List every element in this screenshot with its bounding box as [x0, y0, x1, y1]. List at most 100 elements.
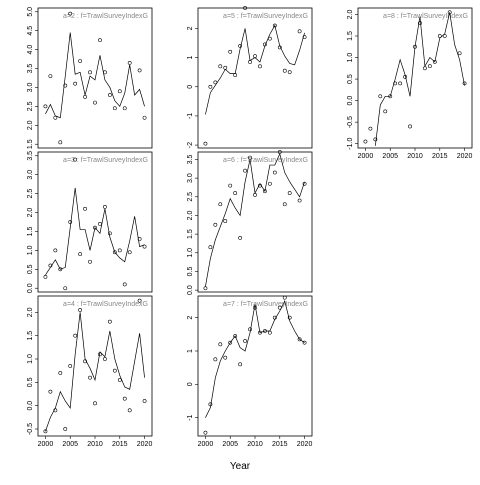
y-tick-label: 0.0	[347, 96, 354, 106]
x-tick-label: 2020	[297, 441, 313, 448]
y-tick-label: -1	[187, 113, 194, 119]
y-tick-label: 2.5	[27, 189, 34, 199]
panel-title: a=8 : f=TrawlSurveyIndexG	[383, 13, 468, 20]
y-tick-label: 3.5	[27, 64, 34, 74]
observed-point	[363, 139, 368, 144]
observed-point	[457, 51, 462, 56]
observed-point	[93, 401, 97, 406]
fitted-line	[205, 152, 305, 287]
x-tick-label: 2015	[432, 153, 448, 160]
y-tick-label: 2.0	[187, 210, 194, 220]
y-tick-label: 1.5	[27, 331, 34, 341]
observed-point	[127, 408, 132, 413]
observed-point	[137, 68, 142, 73]
y-tick-label: 2.5	[187, 192, 194, 202]
y-tick-label: 0.5	[347, 74, 354, 84]
observed-point	[78, 308, 83, 312]
y-tick-label: 3.0	[187, 173, 194, 183]
fitted-line	[45, 32, 145, 119]
observed-point	[203, 286, 208, 291]
observed-point	[418, 21, 422, 25]
y-tick-label: 1.0	[187, 248, 194, 258]
observed-point	[398, 81, 403, 86]
observed-point	[58, 140, 63, 145]
observed-point	[238, 362, 243, 367]
observed-point	[63, 286, 68, 291]
observed-point	[112, 368, 117, 373]
observed-point	[103, 204, 107, 209]
observed-point	[122, 106, 127, 111]
observed-point	[272, 23, 277, 28]
observed-point	[442, 34, 447, 38]
observed-point	[203, 141, 208, 146]
y-tick-label: 3.5	[187, 154, 194, 164]
observed-point	[287, 70, 292, 75]
observed-point	[243, 168, 247, 173]
y-tick-label: 1	[187, 56, 194, 60]
observed-point	[287, 315, 292, 320]
fitted-line	[45, 312, 145, 432]
observed-point	[48, 74, 53, 79]
observed-point	[73, 157, 78, 162]
observed-point	[137, 298, 142, 303]
observed-point	[228, 49, 233, 54]
fitted-line	[375, 12, 465, 146]
y-tick-label: 3.5	[27, 151, 34, 161]
observed-point	[122, 282, 127, 287]
fitted-line	[205, 24, 305, 115]
y-tick-label: -1	[187, 414, 194, 420]
y-tick-label: 1.5	[27, 139, 34, 149]
fitted-line	[45, 187, 145, 276]
observed-point	[437, 34, 442, 38]
x-tick-label: 2010	[87, 441, 103, 448]
observed-point	[43, 429, 48, 434]
observed-point	[48, 389, 53, 394]
observed-point	[83, 95, 87, 99]
observed-point	[103, 357, 107, 361]
observed-point	[43, 274, 48, 279]
y-tick-label: 2.0	[27, 307, 34, 317]
observed-point	[68, 364, 73, 368]
observed-point	[287, 191, 292, 195]
observed-point	[427, 64, 432, 69]
observed-point	[107, 319, 112, 324]
observed-point	[282, 295, 287, 300]
y-tick-label: 0.5	[27, 377, 34, 387]
observed-point	[142, 399, 147, 403]
observed-point	[297, 198, 302, 203]
observed-point	[213, 357, 218, 362]
observed-point	[267, 181, 272, 186]
y-tick-label: 0.5	[187, 266, 194, 276]
observed-point	[282, 68, 287, 73]
observed-point	[297, 29, 302, 34]
y-tick-label: -0.5	[27, 423, 34, 435]
observed-point	[53, 248, 58, 253]
observed-point	[258, 64, 262, 69]
y-tick-label: 2.0	[347, 9, 354, 19]
observed-point	[83, 206, 87, 211]
observed-point	[63, 427, 68, 431]
x-tick-label: 2010	[247, 441, 263, 448]
observed-point	[68, 220, 73, 224]
observed-point	[117, 89, 122, 94]
observed-point	[117, 248, 122, 253]
observed-point	[248, 155, 252, 160]
y-tick-label: 2.0	[27, 120, 34, 130]
y-tick-label: 0.0	[187, 285, 194, 295]
y-tick-label: 1.5	[187, 229, 194, 239]
y-tick-label: 2	[187, 316, 194, 320]
observed-point	[43, 104, 48, 109]
y-tick-label: 0.5	[27, 264, 34, 274]
y-tick-label: 1.0	[27, 245, 34, 255]
panel-title: a=5 : f=TrawlSurveyIndexG	[223, 13, 308, 20]
observed-point	[122, 396, 127, 401]
x-tick-label: 2005	[382, 153, 398, 160]
x-tick-label: 2015	[272, 441, 288, 448]
observed-point	[383, 109, 388, 114]
observed-point	[63, 83, 68, 88]
panel-title: a=4 : f=TrawlSurveyIndexG	[63, 301, 148, 308]
x-tick-label: 2005	[62, 441, 78, 448]
observed-point	[408, 124, 412, 129]
x-tick-label: 2000	[38, 441, 54, 448]
